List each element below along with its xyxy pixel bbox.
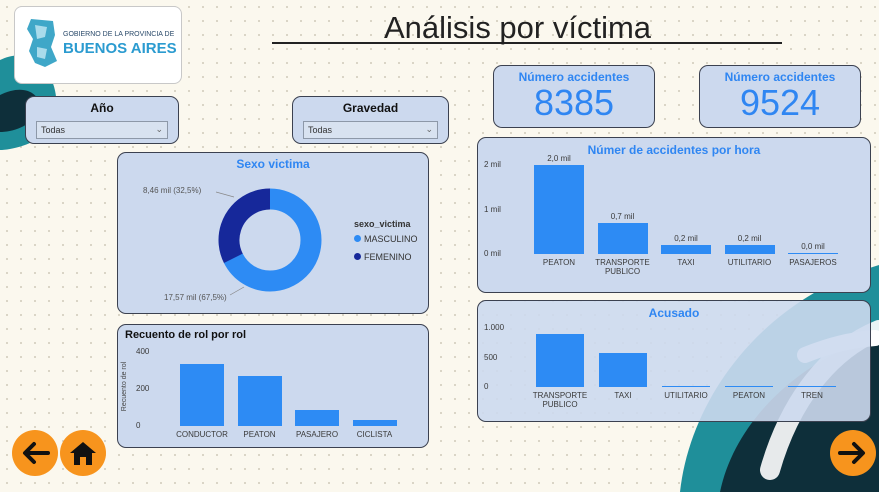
province-map-icon — [27, 19, 57, 67]
bar-transporte-publico[interactable] — [536, 333, 584, 387]
acusado-title: Acusado — [648, 306, 700, 320]
slicer-year-value: Todas — [41, 125, 66, 135]
home-button[interactable] — [60, 430, 106, 476]
acusado-card: Acusado 0 500 1.000 TRANSPORTE PUBLICO TAXI U… — [477, 300, 871, 422]
x-tick-label: PEATON — [732, 391, 766, 400]
bar-utilitario[interactable] — [662, 386, 710, 387]
slicer-gravedad-label: Gravedad — [342, 101, 399, 115]
legend-label-masculino: MASCULINO — [364, 234, 418, 244]
hora-title: Númer de accidentes por hora — [587, 143, 761, 157]
data-label: 0,2 mil — [674, 234, 698, 244]
arrow-left-icon — [23, 442, 50, 464]
bar-taxi[interactable] — [661, 245, 711, 254]
x-tick-label: TAXI — [677, 258, 695, 267]
y-tick-label: 0 mil — [484, 249, 501, 258]
y-tick-label: 1.000 — [484, 323, 505, 332]
kpi-card-2: Número accidentes 9524 — [699, 65, 861, 128]
slicer-gravedad: Gravedad Todas ⌄ — [292, 96, 449, 144]
rol-title: Recuento de rol por rol — [125, 329, 247, 341]
chevron-down-icon: ⌄ — [425, 124, 433, 134]
chevron-down-icon: ⌄ — [155, 124, 163, 134]
x-tick-label: TRANSPORTE PUBLICO — [595, 258, 650, 276]
sexo-victima-title: Sexo victima — [236, 157, 310, 171]
logo-line-2: BUENOS AIRES — [63, 40, 177, 57]
legend-dot-masculino — [354, 235, 361, 242]
donut-label-femenino: 8,46 mil (32,5%) — [143, 186, 202, 195]
x-tick-label: UTILITARIO — [727, 258, 772, 267]
data-label: 0,7 mil — [610, 211, 635, 221]
x-tick-label: PEATON — [243, 430, 276, 439]
bar-pasajero[interactable] — [295, 410, 339, 426]
donut-chart — [215, 188, 322, 296]
y-tick-label: 400 — [136, 347, 150, 356]
kpi-1-title: Número accidentes — [518, 70, 630, 84]
next-button[interactable] — [830, 430, 876, 476]
title-underline — [272, 42, 782, 44]
bar-tren[interactable] — [788, 386, 836, 387]
data-label: 2,0 mil — [547, 154, 571, 163]
bar-peaton[interactable] — [725, 386, 773, 387]
legend-dot-femenino — [354, 253, 361, 260]
x-tick-label: CONDUCTOR — [176, 430, 228, 439]
x-tick-label: TAXI — [614, 391, 632, 400]
x-tick-label: PEATON — [542, 258, 576, 267]
bar-taxi[interactable] — [599, 353, 647, 387]
x-tick-label: TREN — [801, 391, 823, 400]
bar-peaton[interactable] — [534, 165, 584, 254]
rol-card: Recuento de rol por rol Recuento de rol … — [117, 324, 429, 448]
hora-card: Númer de accidentes por hora 0 mil 1 mil 2… — [477, 137, 871, 293]
logo-panel: GOBIERNO DE LA PROVINCIA DE BUENOS AIRES — [14, 6, 182, 84]
donut-label-masculino: 17,57 mil (67,5%) — [164, 293, 227, 302]
slicer-year-dropdown[interactable]: Todas ⌄ — [36, 121, 168, 139]
kpi-card-1: Número accidentes 8385 — [493, 65, 655, 128]
bar-utilitario[interactable] — [724, 245, 775, 254]
donut-slice-masculino[interactable] — [218, 188, 322, 292]
kpi-2-title: Número accidentes — [724, 70, 836, 84]
page-title: Análisis por víctima — [384, 10, 652, 45]
y-tick-label: 2 mil — [484, 160, 501, 169]
slicer-year: Año Todas ⌄ — [25, 96, 179, 144]
kpi-1-value: 8385 — [533, 82, 615, 123]
y-tick-label: 0 — [136, 421, 141, 430]
bar-transporte-publico[interactable] — [597, 222, 648, 254]
back-button[interactable] — [12, 430, 58, 476]
home-icon — [70, 442, 96, 465]
rol-ylabel: Recuento de rol — [121, 361, 129, 412]
sexo-victima-card: Sexo victima 8,46 mil (32,5%) 17,57 mil … — [117, 152, 429, 314]
y-tick-label: 1 mil — [484, 204, 501, 214]
bar-peaton[interactable] — [237, 376, 282, 426]
x-tick-label: CICLISTA — [356, 430, 393, 439]
bar-pasajeros[interactable] — [788, 253, 838, 254]
y-tick-label: 200 — [136, 384, 150, 393]
arrow-right-icon — [838, 442, 865, 464]
x-tick-label: PASAJERO — [295, 430, 339, 439]
logo-line-1: GOBIERNO DE LA PROVINCIA DE — [63, 31, 175, 38]
slicer-gravedad-value: Todas — [308, 125, 333, 135]
y-tick-label: 0 — [484, 382, 489, 391]
x-tick-label: PASAJEROS — [789, 258, 837, 267]
kpi-2-value: 9524 — [739, 82, 821, 123]
slicer-gravedad-dropdown[interactable]: Todas ⌄ — [303, 121, 438, 139]
data-label: 0,2 mil — [737, 234, 762, 244]
y-tick-label: 500 — [484, 352, 498, 362]
data-label: 0,0 mil — [801, 242, 825, 251]
x-tick-label: UTILITARIO — [664, 391, 708, 400]
legend-title: sexo_victima — [354, 219, 411, 229]
legend-label-femenino: FEMENINO — [364, 252, 412, 262]
slicer-year-label: Año — [90, 101, 114, 115]
bar-conductor[interactable] — [180, 364, 224, 426]
bar-ciclista[interactable] — [352, 420, 397, 426]
legend-item-femenino: FEMENINO — [354, 252, 412, 262]
legend-item-masculino: MASCULINO — [354, 234, 418, 244]
x-tick-label: TRANSPORTE PUBLICO — [532, 391, 588, 409]
